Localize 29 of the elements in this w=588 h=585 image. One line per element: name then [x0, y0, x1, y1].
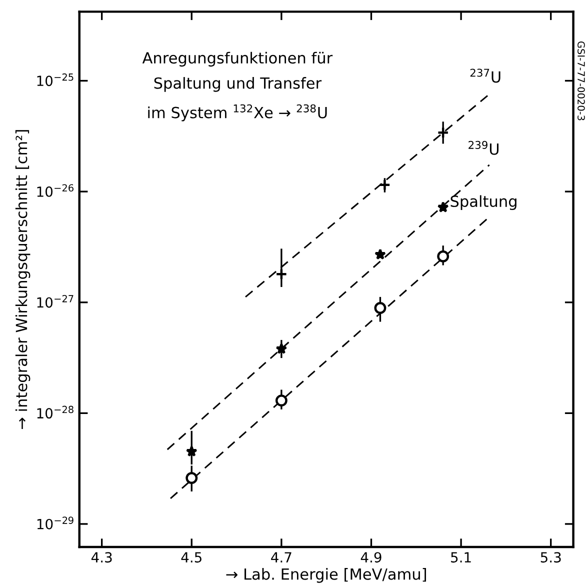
y-tick-label: 10$^{−28}$ [37, 406, 74, 419]
point [437, 126, 450, 139]
series-label: $^{239}$U [468, 140, 498, 155]
y-axis-title: → integraler Wirkungsquerschnitt [cm²] [15, 130, 30, 429]
point [186, 472, 198, 484]
point [374, 302, 386, 314]
y-tick-label: 10$^{−26}$ [37, 184, 74, 197]
y-tick-label: 10$^{−27}$ [37, 295, 74, 308]
x-tick-label: 4.5 [181, 552, 202, 563]
x-tick-label: 4.7 [271, 552, 292, 562]
x-tick-label: 5.1 [451, 552, 471, 563]
point [186, 446, 198, 457]
point [275, 268, 288, 280]
point [276, 342, 288, 354]
text: Anregungsfunktionen für Spaltung und Transfer im System $^{132}$Xe → $^{238}$U [142, 52, 333, 122]
point [437, 201, 449, 212]
series-label: $^{237}$U [470, 68, 500, 83]
x-tick-label: 5.3 [540, 552, 561, 563]
point [275, 394, 288, 407]
y-tick-label: 10$^{−25}$ [37, 73, 74, 86]
point [378, 178, 391, 191]
y-tick-label: 10$^{−29}$ [37, 516, 74, 530]
point [374, 248, 386, 260]
x-tick-label: 4.9 [360, 552, 382, 563]
series-label: Spaltung [450, 195, 516, 210]
text: GSI-7-77-0020-3 [578, 41, 585, 120]
x-axis-title: → Lab. Energie [MeV/amu] [226, 568, 426, 583]
point [437, 250, 450, 262]
x-tick-label: 4.3 [91, 552, 112, 563]
